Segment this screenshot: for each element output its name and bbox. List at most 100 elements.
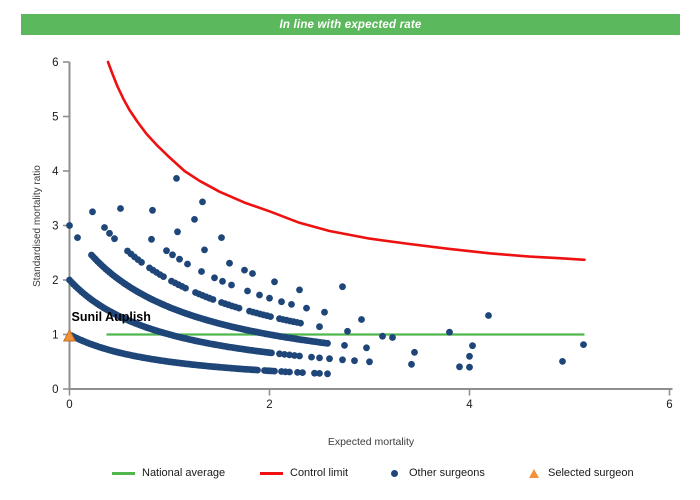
other-surgeon-dot (363, 344, 370, 352)
other-surgeon-dot (286, 368, 293, 376)
other-surgeon-dot (316, 370, 323, 377)
other-surgeon-dot (296, 286, 303, 294)
selected-surgeon-marker (62, 328, 77, 342)
other-surgeon-dot (256, 291, 263, 299)
y-axis-title: Standardised mortality ratio (32, 165, 43, 287)
other-surgeon-dot (297, 319, 304, 327)
other-surgeon-dot (101, 224, 108, 231)
other-surgeon-dot (184, 260, 191, 268)
other-surgeon-dot (324, 370, 331, 378)
y-tick-label: 4 (52, 166, 59, 178)
other-surgeon-dot (267, 313, 274, 320)
other-surgeon-dot (339, 356, 346, 364)
other-surgeon-dot (466, 363, 473, 371)
funnel-plot: 0 1 2 3 4 5 6 0 2 4 6 Standardised mortality ratio E… (32, 57, 673, 448)
other-surgeon-dot (351, 357, 358, 365)
x-tick-label: 6 (666, 399, 672, 411)
y-tick-label: 0 (52, 384, 58, 396)
other-surgeon-dot (299, 369, 306, 376)
selected-surgeon-triangle-icon (529, 468, 539, 478)
other-surgeon-dot (271, 367, 278, 375)
other-surgeon-dot (339, 283, 346, 291)
other-surgeon-dot (106, 229, 113, 237)
legend-label: Control limit (290, 467, 349, 479)
other-surgeon-dot (66, 222, 73, 229)
other-surgeon-dot (182, 284, 189, 292)
other-surgeon-dot (294, 369, 301, 376)
other-surgeon-dot (321, 308, 328, 316)
other-surgeon-dot (226, 259, 233, 267)
other-surgeon-dot (254, 366, 261, 374)
other-surgeon-dot (559, 358, 566, 365)
y-tick-label: 5 (52, 112, 58, 124)
other-surgeon-dot (580, 341, 587, 348)
other-surgeon-dot (173, 175, 180, 182)
other-surgeon-dot (286, 351, 293, 359)
status-banner-text: In line with expected rate (279, 18, 422, 31)
selected-surgeon-name: Sunil Auplish (72, 310, 151, 324)
other-surgeon-dot (366, 358, 373, 366)
other-surgeon-dot (485, 312, 492, 319)
other-surgeon-dot (344, 327, 351, 335)
other-surgeon-dot (389, 334, 396, 341)
other-surgeon-dot (201, 246, 208, 254)
other-surgeon-dot (209, 296, 217, 303)
other-surgeon-dot (117, 205, 124, 212)
other-surgeon-dot (169, 251, 176, 259)
control-limit-curve (106, 60, 586, 262)
other-surgeon-dot (163, 247, 170, 255)
x-axis-title: Expected mortality (328, 436, 415, 448)
national-average-line-icon (112, 471, 135, 475)
other-surgeon-dot (326, 355, 333, 363)
other-surgeon-dot (316, 323, 323, 331)
x-tick-label: 4 (466, 399, 473, 411)
legend-item-selected-surgeon: Selected surgeon (527, 464, 634, 482)
other-surgeon-dot (74, 234, 81, 242)
other-surgeon-dot (446, 328, 453, 336)
other-surgeon-dot (148, 235, 155, 243)
other-surgeon-dot (174, 228, 181, 236)
other-surgeon-dot (291, 352, 298, 359)
other-surgeon-dot (278, 298, 285, 306)
other-surgeon-dot (176, 255, 183, 263)
other-surgeon-dot (198, 268, 205, 275)
legend-label: National average (142, 467, 226, 479)
other-surgeon-dot (379, 332, 386, 340)
other-surgeon-dot (358, 316, 365, 323)
other-surgeon-dot (408, 360, 415, 368)
other-surgeon-dot (111, 235, 118, 243)
other-surgeon-dot (191, 216, 198, 223)
other-surgeon-dot (241, 266, 248, 274)
other-surgeon-dot (316, 354, 323, 362)
other-surgeon-dot (244, 287, 251, 295)
other-surgeon-dot (271, 278, 278, 286)
other-surgeon-dot (211, 274, 218, 282)
other-surgeon-dot (235, 304, 243, 312)
other-surgeon-dot (308, 353, 315, 361)
other-surgeon-dot (303, 304, 310, 312)
x-tick-label: 2 (266, 399, 272, 411)
legend-item-national-average: National average (112, 464, 225, 482)
other-surgeon-dot (411, 348, 418, 356)
other-surgeon-dot (268, 349, 275, 357)
other-surgeon-dot (266, 294, 273, 302)
legend-item-other-surgeons: Other surgeons (388, 464, 485, 482)
other-surgeon-dot (469, 342, 476, 350)
other-surgeon-dot (199, 198, 206, 206)
other-surgeon-dot (149, 206, 156, 214)
other-surgeon-dot (311, 369, 318, 377)
other-surgeon-dot (466, 352, 473, 360)
y-tick-label: 2 (52, 275, 58, 287)
y-tick-label: 1 (52, 330, 58, 342)
other-surgeon-dot (281, 351, 288, 358)
other-surgeon-dot (276, 350, 283, 358)
legend-item-control-limit: Control limit (260, 464, 348, 482)
other-surgeon-dot (89, 208, 96, 216)
legend-label: Selected surgeon (548, 467, 634, 479)
status-banner: In line with expected rate (21, 14, 680, 35)
other-surgeon-dot (160, 273, 167, 280)
other-surgeon-dot (341, 342, 348, 349)
other-surgeon-dot (219, 277, 226, 285)
other-surgeon-dot (324, 339, 331, 347)
